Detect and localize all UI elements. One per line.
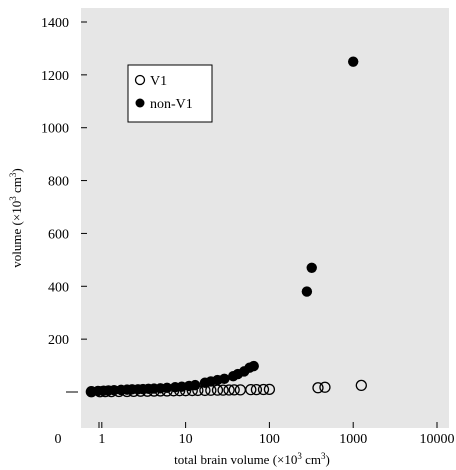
x-tick-label: 0 bbox=[55, 432, 62, 447]
y-tick-label: 1000 bbox=[41, 122, 69, 137]
x-axis-title-exp: 3 bbox=[297, 451, 302, 461]
x-axis-title-main: total brain volume (×10 bbox=[174, 452, 297, 467]
data-point-v1 bbox=[312, 382, 324, 394]
x-tick-label: 10000 bbox=[420, 432, 455, 447]
y-tick-label: 800 bbox=[48, 175, 69, 190]
data-point-v1 bbox=[355, 379, 367, 392]
y-tick-label: 600 bbox=[48, 227, 69, 242]
y-tick-label: 1400 bbox=[41, 16, 69, 31]
data-point-v1 bbox=[263, 383, 276, 396]
legend-label-v1: V1 bbox=[150, 74, 167, 89]
legend-entry-non-v1: non-V1 bbox=[135, 97, 193, 112]
x-tick-label: 100 bbox=[259, 432, 280, 447]
x-axis-title: total brain volume (×103 cm3) bbox=[174, 451, 330, 467]
y-axis: 200 400 600 800 1000 1200 1400 bbox=[41, 16, 87, 393]
data-point-non-v1 bbox=[189, 379, 201, 391]
y-tick-label: 400 bbox=[48, 280, 69, 295]
y-axis-title-main: volume (×10 bbox=[9, 201, 24, 268]
data-point-v1 bbox=[250, 383, 263, 396]
x-tick-label: 1000 bbox=[339, 432, 367, 447]
data-point-v1 bbox=[257, 383, 270, 396]
legend-open-circle-icon bbox=[134, 74, 146, 86]
data-point-non-v1 bbox=[219, 373, 230, 384]
y-axis-title-close: ) bbox=[9, 168, 24, 172]
data-point-v1 bbox=[228, 384, 240, 396]
x-axis: 0 1 10 100 1000 10000 bbox=[55, 422, 455, 447]
legend-box bbox=[127, 64, 213, 123]
y-axis-title-exp: 3 bbox=[8, 196, 18, 201]
data-point-non-v1 bbox=[348, 56, 359, 67]
legend: V1 non-V1 bbox=[127, 64, 213, 123]
y-tick-label: 200 bbox=[48, 333, 69, 348]
data-point-v1 bbox=[319, 381, 331, 393]
y-tick-label: 1200 bbox=[41, 69, 69, 84]
data-point-non-v1 bbox=[161, 382, 173, 393]
data-points bbox=[85, 56, 367, 398]
y-axis-title-unit: cm bbox=[9, 177, 24, 196]
legend-label-non-v1: non-V1 bbox=[150, 97, 193, 112]
legend-filled-circle-icon bbox=[135, 98, 145, 108]
y-axis-title: volume (×103 cm3) bbox=[8, 168, 24, 267]
legend-entry-v1: V1 bbox=[134, 74, 167, 89]
data-point-non-v1 bbox=[306, 262, 317, 273]
x-tick-label: 10 bbox=[179, 432, 193, 447]
data-point-v1 bbox=[217, 384, 229, 396]
x-tick-label: 1 bbox=[98, 432, 105, 447]
data-point-v1 bbox=[245, 383, 257, 396]
y-axis-title-unit-exp: 3 bbox=[8, 172, 18, 177]
x-axis-title-unit: cm bbox=[302, 452, 321, 467]
x-axis-title-close: ) bbox=[326, 452, 330, 467]
x-axis-title-unit-exp: 3 bbox=[321, 451, 326, 461]
data-point-non-v1 bbox=[248, 360, 259, 372]
data-point-non-v1 bbox=[301, 286, 313, 297]
data-point-v1 bbox=[223, 384, 235, 396]
